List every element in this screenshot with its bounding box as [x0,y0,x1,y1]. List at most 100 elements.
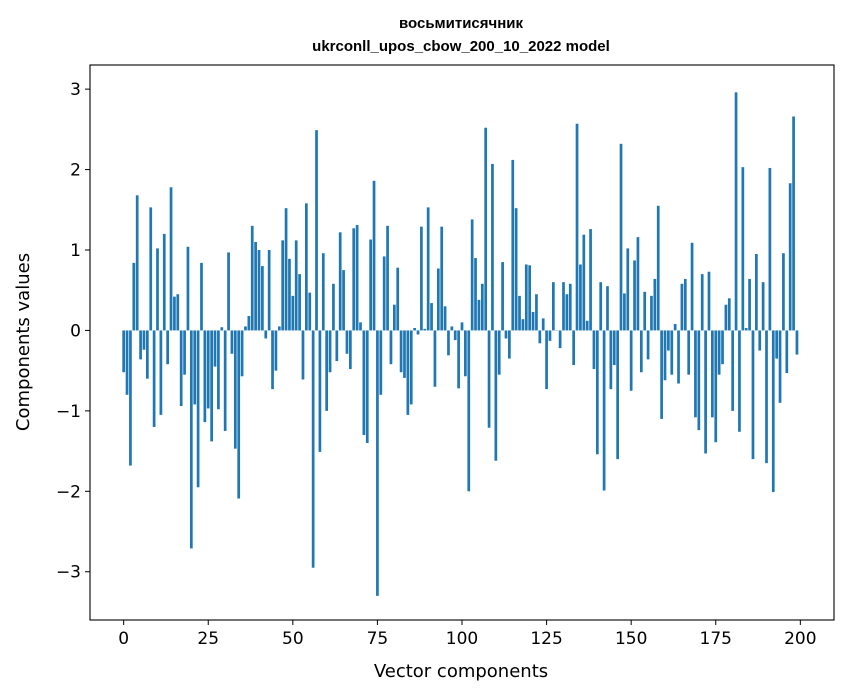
bar-120 [528,265,531,330]
bar-74 [373,181,376,331]
bar-167 [687,330,690,374]
bar-187 [755,254,758,330]
bar-155 [647,330,650,359]
bar-25 [207,330,210,408]
bar-113 [505,330,508,338]
y-tick-label--2: −2 [56,482,81,502]
bar-160 [664,330,667,380]
bar-46 [278,326,281,330]
bar-109 [491,164,494,331]
bar-64 [339,232,342,330]
bar-70 [359,322,362,330]
bar-107 [484,128,487,331]
bar-118 [522,319,525,330]
bar-53 [302,330,305,379]
bar-66 [346,330,349,353]
bar-116 [515,208,518,330]
bar-172 [704,330,707,453]
x-tick-label-0: 0 [118,629,129,649]
bar-144 [610,330,613,389]
bar-8 [149,207,152,330]
bar-134 [576,124,579,331]
bar-196 [785,330,788,373]
bar-114 [508,330,511,358]
bar-81 [396,268,399,331]
bar-154 [643,292,646,331]
bar-111 [498,330,501,374]
bar-164 [677,330,680,383]
bar-91 [430,303,433,330]
bar-102 [467,330,470,491]
bar-105 [478,300,481,331]
bar-47 [281,240,284,330]
bar-197 [789,183,792,330]
y-tick-label-3: 3 [70,80,81,100]
bar-142 [603,330,606,490]
bar-115 [511,160,514,331]
bar-129 [559,330,562,348]
bar-157 [654,279,657,330]
bar-57 [315,130,318,330]
bar-135 [579,264,582,330]
bar-11 [160,330,163,414]
bar-43 [268,250,271,330]
bar-35 [241,330,244,376]
y-tick-label--3: −3 [56,563,81,583]
bar-112 [501,262,504,330]
bar-28 [217,330,220,409]
bar-175 [714,330,717,442]
bar-78 [386,226,389,331]
bar-41 [261,266,264,330]
y-tick-label-1: 1 [70,241,81,261]
bar-159 [660,330,663,418]
bar-82 [400,330,403,372]
bar-58 [319,330,322,451]
bar-29 [220,327,223,330]
bar-37 [248,316,251,330]
bar-90 [427,207,430,330]
bar-52 [298,274,301,330]
bar-152 [637,237,640,330]
bar-89 [423,329,426,331]
bar-71 [363,330,366,435]
y-tick-label-2: 2 [70,161,81,181]
bar-86 [413,328,416,330]
bar-179 [728,298,731,330]
bar-153 [640,330,643,372]
bar-34 [237,330,240,498]
x-tick-label-50: 50 [282,629,304,649]
bar-186 [752,330,755,459]
x-tick-label-175: 175 [700,629,732,649]
bar-87 [417,330,420,334]
bar-146 [616,330,619,459]
bar-151 [633,260,636,330]
bar-44 [271,330,274,389]
y-axis-label: Components values [13,253,34,431]
bar-7 [146,330,149,378]
bar-96 [447,330,450,355]
bar-48 [285,208,288,330]
bar-84 [407,330,410,414]
bar-191 [769,168,772,330]
bar-42 [264,330,267,338]
bar-145 [613,330,616,365]
bar-199 [796,330,799,354]
bar-99 [457,330,460,388]
bar-77 [383,256,386,330]
bar-173 [708,272,711,331]
bar-101 [464,330,467,376]
bar-69 [356,225,359,330]
bar-2 [129,330,132,465]
bar-73 [369,240,372,331]
bar-24 [204,330,207,422]
bar-168 [691,243,694,331]
y-tick-label--1: −1 [56,402,81,422]
bar-198 [792,116,795,330]
bar-85 [410,330,413,404]
bar-126 [549,330,552,340]
bar-31 [227,252,230,330]
bar-170 [697,330,700,430]
bar-55 [308,293,311,331]
bar-166 [684,279,687,330]
